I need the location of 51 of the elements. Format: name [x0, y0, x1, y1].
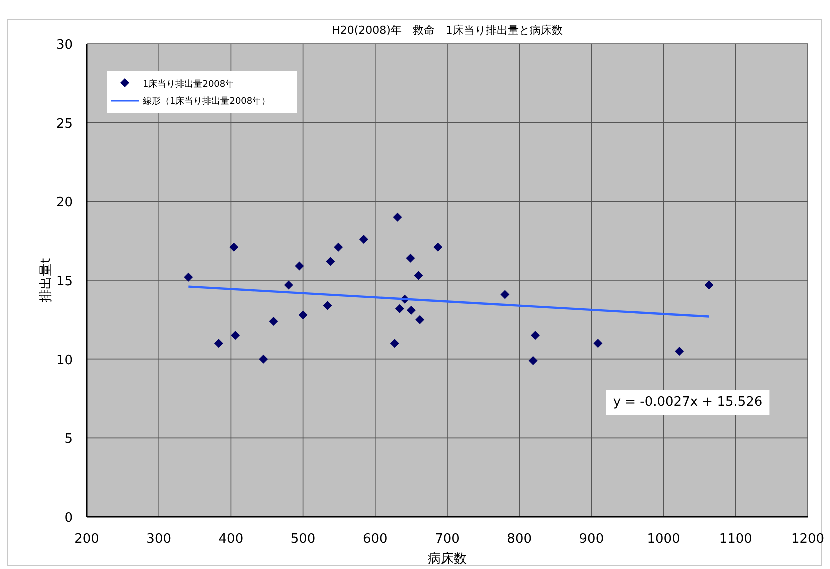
- point: [393, 212, 402, 222]
- y-tick-label: 5: [64, 432, 73, 448]
- y-tick-label: 20: [56, 196, 73, 211]
- y-tick-label: 30: [56, 38, 73, 53]
- x-tick-label: 700: [435, 532, 460, 547]
- point: [259, 354, 268, 364]
- point: [528, 356, 538, 366]
- point: [395, 304, 404, 314]
- y-tick-label: 25: [56, 116, 73, 132]
- point: [414, 271, 424, 280]
- y-tick-label: 15: [56, 274, 73, 290]
- point: [269, 316, 278, 326]
- x-tick-label: 300: [146, 532, 172, 547]
- annotation: y = -0.0027x + 15.526: [613, 395, 763, 410]
- point: [184, 272, 194, 282]
- x-tick-label: 1200: [791, 532, 825, 547]
- point: [530, 331, 540, 340]
- point: [434, 242, 443, 252]
- legend-label: 1床当り排出量2008年: [143, 79, 235, 90]
- point: [406, 306, 416, 315]
- y-tick-label: 10: [56, 353, 73, 368]
- x-tick-label: 800: [507, 532, 532, 547]
- legend-label: 線形（1床当り排出量2008年）: [142, 96, 271, 107]
- x-tick-label: 500: [290, 532, 316, 547]
- point: [594, 339, 603, 348]
- x-tick-label: 400: [218, 532, 244, 547]
- point: [334, 242, 344, 252]
- point: [214, 339, 224, 348]
- point: [675, 346, 684, 356]
- x-tick-label: 600: [362, 532, 388, 547]
- point: [359, 235, 368, 244]
- point: [500, 290, 510, 300]
- point: [298, 310, 308, 320]
- y-axis-title: 排出量t: [39, 258, 54, 303]
- point: [326, 257, 336, 266]
- point: [416, 315, 425, 324]
- point: [231, 331, 240, 340]
- x-tick-label: 1000: [647, 532, 680, 547]
- x-tick-label: 1100: [719, 532, 752, 547]
- point: [284, 280, 294, 290]
- point: [390, 339, 400, 348]
- x-tick-label: 200: [74, 532, 100, 547]
- y-tick-label: 0: [64, 511, 73, 526]
- point: [704, 280, 714, 290]
- point: [406, 254, 416, 263]
- point: [323, 301, 332, 310]
- chart-title: H20(2008)年 救命 1床当り排出量と病床数: [332, 24, 563, 37]
- point: [230, 242, 239, 252]
- x-tick-label: 900: [579, 532, 604, 547]
- x-axis-title: 病床数: [428, 552, 467, 567]
- point: [295, 262, 304, 271]
